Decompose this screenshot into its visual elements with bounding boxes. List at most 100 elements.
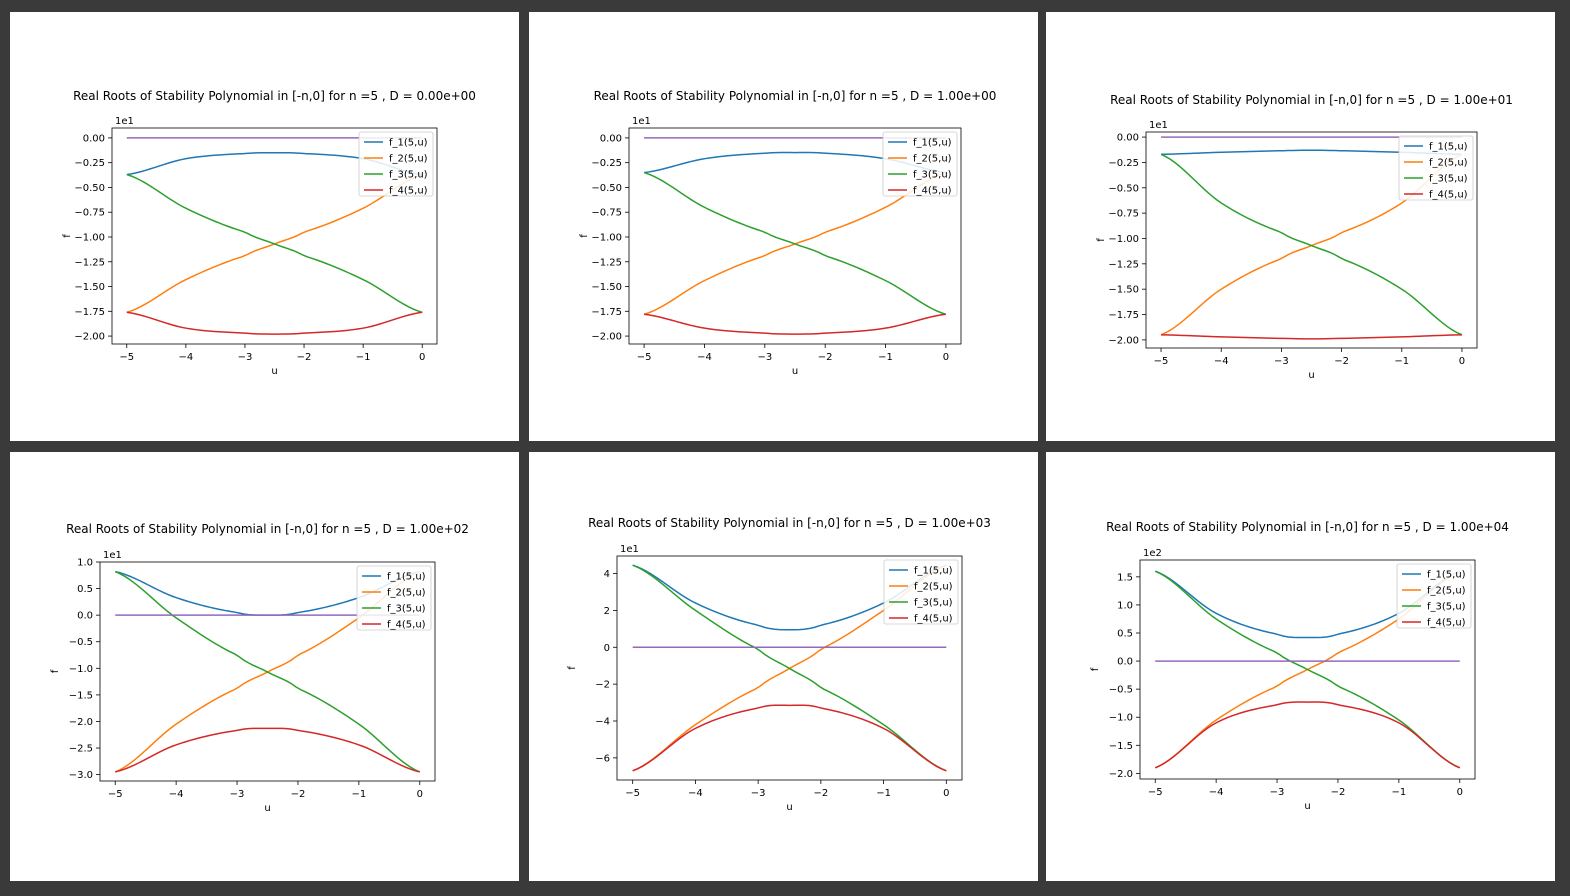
legend-label: f_2(5,u) (1429, 158, 1468, 169)
chart-2: Real Roots of Stability Polynomial in [-… (579, 89, 997, 377)
x-axis-label: u (271, 366, 277, 377)
x-tick-label: −5 (1148, 787, 1163, 798)
x-axis-label: u (786, 802, 792, 813)
y-tick-label: −3.0 (69, 770, 93, 781)
y-tick-label: −0.5 (1109, 685, 1133, 696)
series-line-3 (126, 173, 423, 314)
y-axis-label: f (62, 234, 73, 238)
y-tick-label: −0.5 (69, 637, 93, 648)
x-tick-label: −3 (757, 352, 772, 363)
x-tick-label: −1 (1394, 356, 1409, 367)
y-tick-label: −1.50 (74, 282, 105, 293)
y-tick-label: −2 (595, 680, 610, 691)
x-tick-label: −4 (697, 352, 712, 363)
legend-label: f_1(5,u) (1427, 570, 1466, 581)
plot-area (1145, 131, 1478, 349)
legend-label: f_1(5,u) (389, 138, 428, 149)
y-axis-label: f (567, 666, 578, 670)
x-tick-label: −1 (356, 352, 371, 363)
subplot-panel-5: Real Roots of Stability Polynomial in [-… (529, 452, 1038, 881)
y-tick-label: −6 (595, 753, 610, 764)
x-axis-label: u (264, 803, 270, 814)
legend-label: f_2(5,u) (913, 154, 952, 165)
chart-4: Real Roots of Stability Polynomial in [-… (50, 522, 469, 814)
x-tick-label: 0 (1459, 356, 1465, 367)
y-tick-label: 0.00 (600, 133, 622, 144)
series-line-3 (632, 564, 947, 772)
plot-area (111, 127, 438, 345)
plot-area (99, 561, 436, 782)
y-tick-label: −0.50 (1108, 183, 1139, 194)
legend: f_1(5,u) f_2(5,u) f_3(5,u) f_4(5,u) (356, 565, 432, 631)
legend-label: f_2(5,u) (1427, 586, 1466, 597)
legend-box (883, 559, 959, 625)
y-tick-label: 0.5 (77, 584, 93, 595)
y-offset-text: 1e1 (620, 544, 639, 555)
legend-label: f_2(5,u) (387, 588, 426, 599)
y-tick-label: −2.00 (591, 332, 622, 343)
legend-label: f_1(5,u) (1429, 142, 1468, 153)
chart-3: Real Roots of Stability Polynomial in [-… (1096, 93, 1513, 381)
plot-area (616, 555, 963, 781)
legend-label: f_3(5,u) (913, 170, 952, 181)
y-tick-label: 0.00 (1117, 133, 1139, 144)
subplot-panel-1: Real Roots of Stability Polynomial in [-… (10, 12, 519, 441)
x-tick-label: −3 (230, 789, 245, 800)
y-tick-label: −1.0 (69, 664, 93, 675)
legend-box (358, 131, 434, 197)
y-offset-text: 1e1 (103, 550, 122, 561)
x-tick-label: 0 (419, 352, 425, 363)
y-axis-label: f (1090, 667, 1101, 671)
y-offset-text: 1e1 (632, 116, 651, 127)
y-tick-label: 0.0 (77, 611, 93, 622)
x-tick-label: −3 (751, 788, 766, 799)
legend: f_1(5,u) f_2(5,u) f_3(5,u) f_4(5,u) (883, 559, 959, 625)
subplot-panel-4: Real Roots of Stability Polynomial in [-… (10, 452, 519, 881)
legend-label: f_2(5,u) (389, 154, 428, 165)
x-tick-label: −2 (818, 352, 833, 363)
series-line-4 (126, 311, 423, 335)
legend-label: f_4(5,u) (1427, 618, 1466, 629)
legend-box (882, 131, 958, 197)
y-tick-label: −1.75 (1108, 310, 1139, 321)
chart-title: Real Roots of Stability Polynomial in [-… (594, 89, 997, 103)
y-tick-label: −1.0 (1109, 713, 1133, 724)
y-axis-label: f (1096, 238, 1107, 242)
legend-box (1398, 135, 1474, 201)
x-tick-label: −1 (1391, 787, 1406, 798)
subplot-panel-3: Real Roots of Stability Polynomial in [-… (1046, 12, 1555, 441)
y-axis-label: f (50, 669, 61, 673)
legend-label: f_1(5,u) (387, 572, 426, 583)
subplot-panel-2: Real Roots of Stability Polynomial in [-… (529, 12, 1038, 441)
y-tick-label: −2.00 (74, 332, 105, 343)
series-line-3 (1160, 153, 1463, 336)
y-tick-label: −4 (595, 717, 610, 728)
y-tick-label: −2.0 (1109, 769, 1133, 780)
x-tick-label: −2 (297, 352, 312, 363)
y-tick-label: −1.00 (1108, 234, 1139, 245)
x-tick-label: −2 (1334, 356, 1349, 367)
x-tick-label: −1 (351, 789, 366, 800)
y-tick-label: 0.0 (1117, 657, 1133, 668)
legend-label: f_1(5,u) (913, 138, 952, 149)
y-tick-label: −1.5 (69, 690, 93, 701)
subplot-panel-6: Real Roots of Stability Polynomial in [-… (1046, 452, 1555, 881)
y-tick-label: −0.25 (74, 158, 105, 169)
chart-title: Real Roots of Stability Polynomial in [-… (588, 516, 991, 530)
y-axis-label: f (579, 234, 590, 238)
legend-label: f_4(5,u) (389, 186, 428, 197)
x-tick-label: −4 (1214, 356, 1229, 367)
legend-label: f_3(5,u) (387, 604, 426, 615)
y-tick-label: −0.25 (1108, 158, 1139, 169)
y-tick-label: 1.0 (77, 558, 93, 569)
x-axis-label: u (1308, 370, 1314, 381)
series-line-4 (632, 704, 947, 772)
y-tick-label: −0.75 (591, 208, 622, 219)
legend-label: f_3(5,u) (389, 170, 428, 181)
x-tick-label: −5 (119, 352, 134, 363)
x-tick-label: −4 (178, 352, 193, 363)
legend-box (356, 565, 432, 631)
x-tick-label: −2 (1331, 787, 1346, 798)
x-tick-label: −3 (1270, 787, 1285, 798)
series-line-4 (643, 313, 947, 335)
